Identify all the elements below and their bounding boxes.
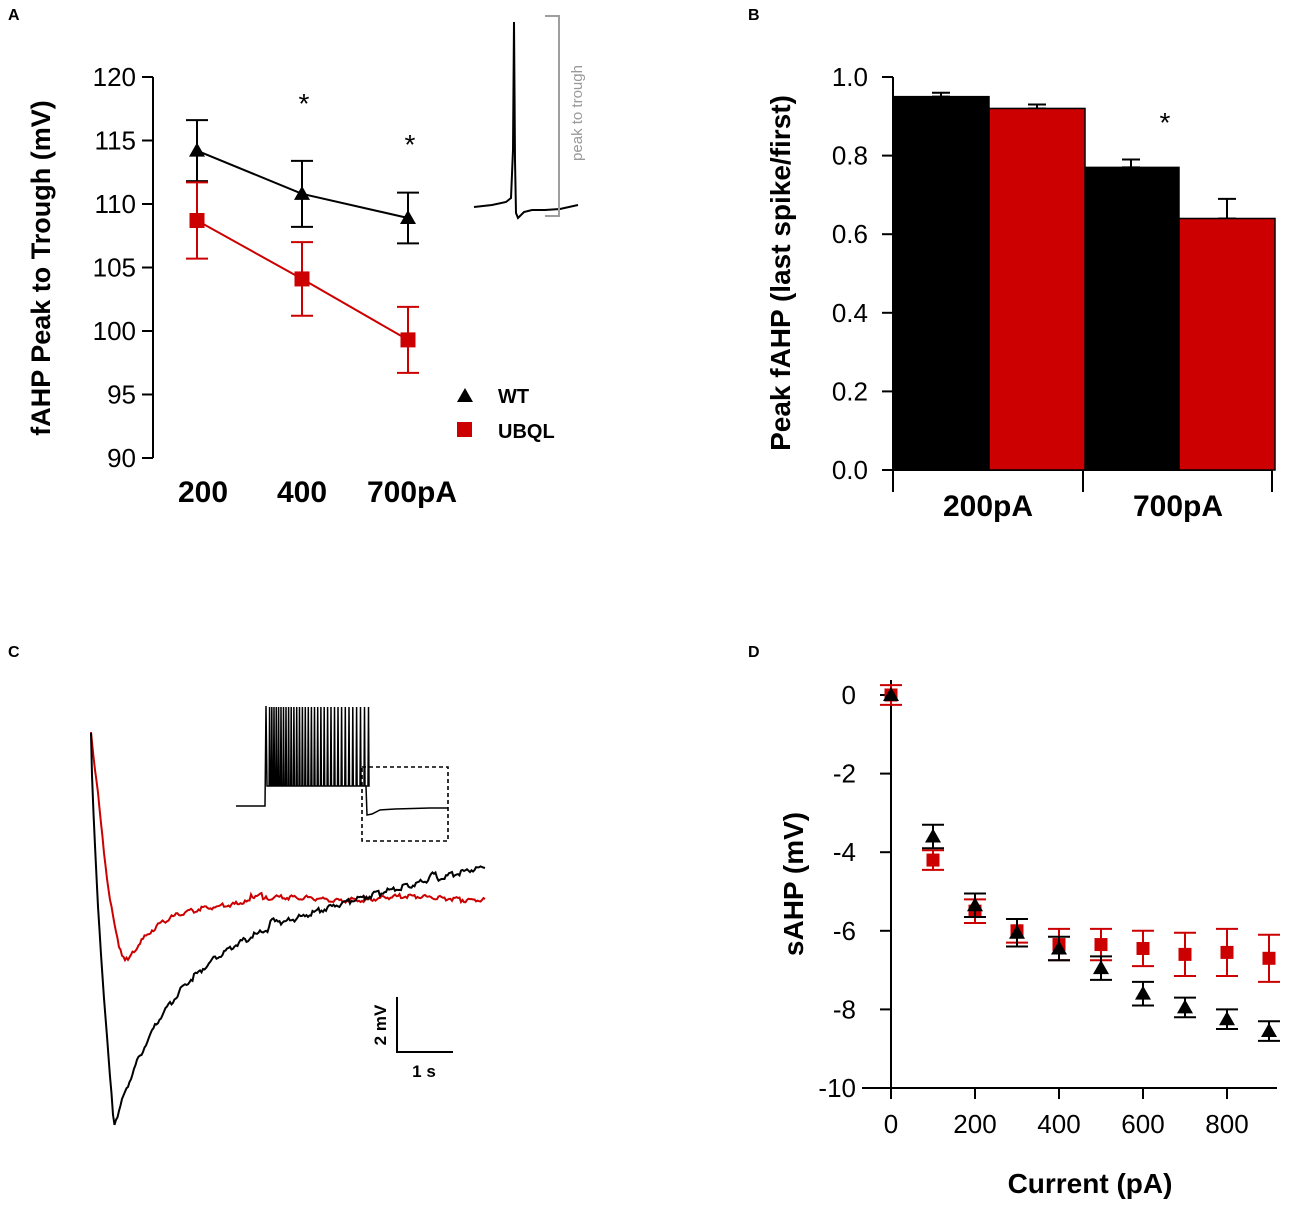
panel-b-xtick-label: 700pA — [1133, 490, 1223, 523]
panel-d-ytick-label: -2 — [833, 759, 856, 789]
panel-d-xtick-label: 400 — [1037, 1109, 1080, 1139]
legend-wt-label: WT — [498, 386, 529, 408]
panel-a-point-ubql — [189, 213, 205, 229]
panel-a-point-wt — [294, 185, 310, 200]
panel-b-ytick-label: 0.4 — [832, 298, 868, 328]
panel-d-xtick-label: 0 — [884, 1109, 898, 1139]
panel-d-point-ubql — [1094, 938, 1108, 952]
panel-b-ytick-label: 0.2 — [832, 376, 868, 406]
panel-d-point-ubql — [1262, 951, 1276, 965]
panel-d-point-wt — [1051, 940, 1067, 955]
panel-d-ytick-label: -6 — [833, 916, 856, 946]
panel-a-chart: 90 95 100 105 110 115 120 fAHP Peak to Trough … — [26, 15, 586, 509]
panel-a-ytick-label: 120 — [93, 62, 136, 92]
panel-a-point-ubql — [294, 271, 310, 287]
panel-b-bar-ubql — [1178, 217, 1276, 471]
ubql-sahp-trace — [90, 731, 486, 963]
panel-b-bar-wt — [1082, 166, 1180, 471]
panel-d-point-wt — [1219, 1011, 1235, 1026]
scale-bar: 2 mV 1 s — [371, 997, 453, 1081]
panel-d-point-wt — [1009, 924, 1025, 939]
panel-a-point-wt — [189, 142, 205, 157]
panel-a-ytick-label: 110 — [95, 189, 136, 219]
panel-d-point-wt — [1093, 960, 1109, 975]
panel-letter-d: D — [748, 644, 760, 661]
panel-d-ytick-label: -8 — [833, 994, 856, 1024]
legend-ubql-label: UBQL — [498, 421, 555, 443]
panel-d-ytick-label: 0 — [842, 680, 856, 710]
panel-d-point-wt — [1135, 985, 1151, 1000]
panel-a-ytick-label: 105 — [93, 253, 136, 283]
panel-d-point-ubql — [1136, 941, 1150, 955]
panel-b-errorbar — [1218, 197, 1236, 220]
scale-bar-x-label: 1 s — [412, 1062, 436, 1081]
panel-d-chart: 0 -2 -4 -6 -8 -10 0 200 400 600 800 sAHP (mV) Cur… — [778, 680, 1280, 1199]
panel-d-point-ubql — [926, 853, 940, 867]
panel-a-significance-star: * — [405, 129, 416, 160]
panel-d-xtick-label: 600 — [1121, 1109, 1164, 1139]
panel-d-point-wt — [1177, 999, 1193, 1014]
panel-a-y-label: fAHP Peak to Trough (mV) — [26, 100, 56, 436]
panel-a-xtick-label: 700pA — [367, 476, 457, 509]
panel-d-point-wt — [925, 828, 941, 843]
panel-b-xtick-label: 200pA — [943, 490, 1033, 523]
inset-zoom-box — [361, 766, 449, 842]
panel-b-ytick-label: 1.0 — [832, 62, 868, 92]
panel-b-y-label: Peak fAHP (last spike/first) — [765, 95, 796, 451]
legend-wt-marker — [457, 388, 473, 402]
panel-d-point-wt — [967, 897, 983, 912]
panel-d-point-wt — [883, 687, 899, 701]
panel-d-x-label: Current (pA) — [1008, 1168, 1173, 1199]
panel-d-xtick-label: 200 — [953, 1109, 996, 1139]
scale-bar-y-label: 2 mV — [371, 1004, 390, 1045]
panel-a-ytick-label: 95 — [107, 380, 136, 410]
panel-c-inset — [236, 705, 449, 842]
inset-spike-trace — [473, 21, 579, 220]
panel-a-legend: WT UBQL — [457, 386, 555, 443]
panel-a-point-ubql — [400, 332, 416, 348]
panel-a-xtick-label: 200 — [178, 476, 228, 509]
inset-spike-train — [236, 705, 448, 816]
panel-d-point-ubql — [1220, 945, 1234, 959]
panel-a-point-wt — [400, 209, 416, 224]
panel-d-point-wt — [1261, 1023, 1277, 1038]
panel-a-xtick-label: 400 — [277, 476, 327, 509]
panel-a-ytick-label: 115 — [95, 126, 136, 156]
panel-d-point-ubql — [1178, 947, 1192, 961]
inset-bracket-label: peak to trough — [569, 65, 586, 161]
panel-d-ytick-label: -10 — [818, 1073, 856, 1103]
panel-letter-a: A — [8, 7, 20, 24]
panel-a-ytick-label: 90 — [107, 443, 136, 473]
panel-a-significance-star: * — [299, 88, 310, 119]
wt-sahp-trace — [90, 732, 486, 1126]
panel-b-ytick-label: 0.8 — [832, 141, 868, 171]
panel-a-inset-spike: peak to trough — [473, 15, 586, 220]
panel-b-bar-wt — [892, 95, 990, 471]
panel-c-traces: 2 mV 1 s — [90, 705, 486, 1126]
panel-d-xtick-label: 800 — [1205, 1109, 1248, 1139]
panel-letter-b: B — [748, 7, 760, 24]
panel-a-ytick-label: 100 — [93, 316, 136, 346]
panel-b-bar-ubql — [988, 107, 1086, 471]
panel-b-chart: 0.0 0.2 0.4 0.6 0.8 1.0 200pA 700pA * Peak fAH… — [765, 62, 1276, 523]
legend-ubql-marker — [457, 422, 472, 437]
panel-b-ytick-label: 0.0 — [832, 455, 868, 485]
panel-letter-c: C — [8, 644, 20, 661]
panel-d-y-label: sAHP (mV) — [778, 812, 809, 956]
panel-b-errorbar — [1122, 158, 1140, 169]
panel-d-ytick-label: -4 — [833, 837, 856, 867]
panel-b-significance-star: * — [1160, 107, 1171, 138]
panel-b-ytick-label: 0.6 — [832, 219, 868, 249]
scale-bar-lines — [396, 997, 453, 1053]
inset-bracket — [545, 15, 560, 217]
